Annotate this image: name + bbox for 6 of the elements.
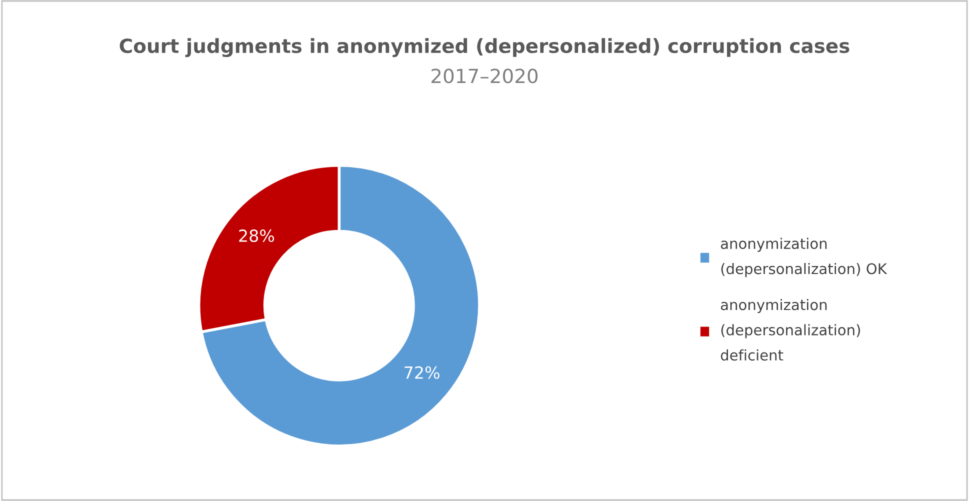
chart-title: Court judgments in anonymized (depersonalized) corruption cases: [120, 38, 850, 58]
chart-subtitle: 2017–2020: [432, 68, 538, 84]
data-label: 28%: [239, 229, 274, 242]
data-label: 72%: [404, 366, 440, 379]
legend-label: anonymization (depersonalization) deficient: [720, 298, 860, 361]
legend-label: anonymization (depersonalization) OK: [720, 238, 888, 278]
